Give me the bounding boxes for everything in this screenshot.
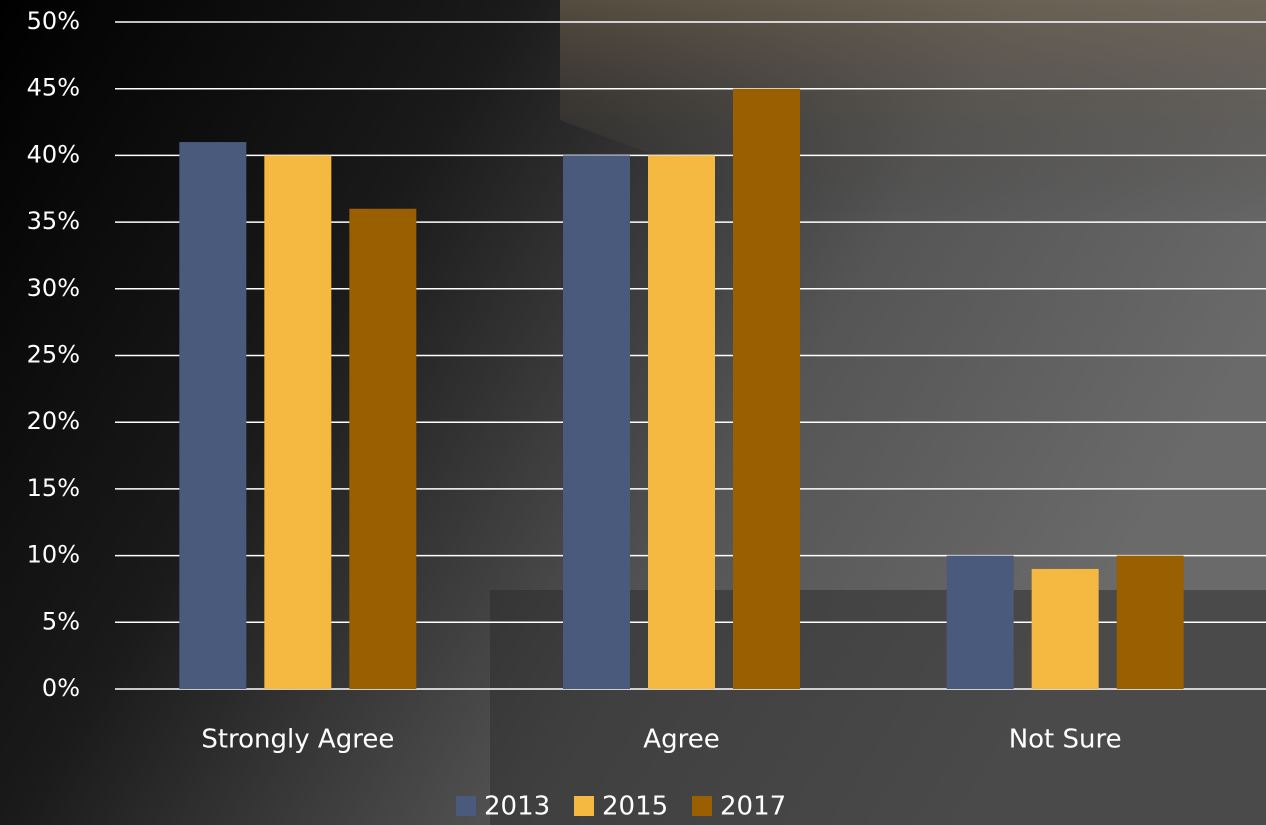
y-tick-label: 5% — [42, 607, 80, 635]
y-tick-label: 10% — [27, 541, 80, 569]
legend-label: 2013 — [484, 792, 550, 822]
bar — [1116, 555, 1184, 689]
x-tick-label: Agree — [643, 725, 719, 755]
y-tick-label: 35% — [27, 207, 80, 235]
bar — [264, 155, 332, 689]
bar — [349, 208, 417, 689]
y-tick-label: 20% — [27, 407, 80, 435]
bar — [563, 155, 630, 689]
y-tick-label: 15% — [27, 474, 80, 502]
y-tick-label: 40% — [27, 140, 80, 168]
bar — [648, 155, 715, 689]
x-tick-label: Not Sure — [1009, 725, 1122, 755]
y-tick-label: 45% — [27, 74, 80, 102]
legend-swatch — [456, 796, 476, 816]
legend-swatch — [692, 796, 712, 816]
bar — [1031, 568, 1099, 689]
y-tick-label: 0% — [42, 674, 80, 702]
bar — [946, 555, 1014, 689]
y-tick-label: 30% — [27, 274, 80, 302]
x-tick-label: Strongly Agree — [201, 725, 394, 755]
bar — [179, 142, 247, 689]
legend-label: 2017 — [720, 792, 786, 822]
legend-label: 2015 — [602, 792, 668, 822]
y-tick-label: 50% — [27, 7, 80, 35]
bar — [733, 88, 800, 689]
legend-swatch — [574, 796, 594, 816]
y-tick-label: 25% — [27, 341, 80, 369]
